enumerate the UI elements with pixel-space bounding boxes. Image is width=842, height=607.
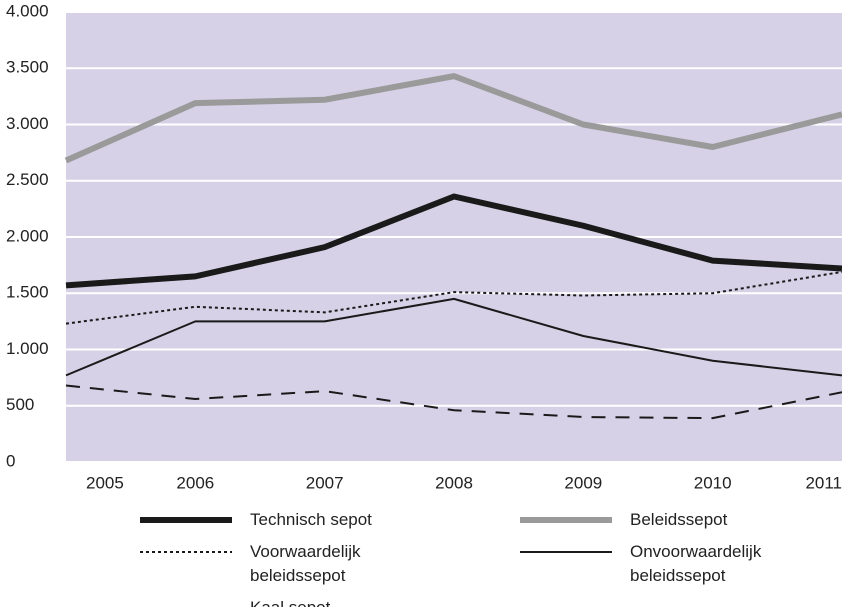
y-tick-label: 4.000 — [6, 1, 49, 20]
legend-item: Voorwaardelijk beleidssepot — [140, 540, 520, 588]
y-tick-label: 1.000 — [6, 339, 49, 358]
y-tick-label: 3.000 — [6, 114, 49, 133]
series-line — [65, 384, 842, 420]
legend-item: Kaal sepot — [140, 596, 520, 607]
legend-item: Technisch sepot — [140, 508, 520, 532]
x-tick-label: 2005 — [86, 473, 124, 492]
y-tick-label: 0 — [6, 451, 15, 470]
legend-label: Technisch sepot — [250, 510, 372, 529]
legend-swatch — [140, 600, 232, 607]
x-tick-label: 2010 — [694, 473, 732, 492]
legend-label: Onvoorwaardelijk beleidssepot — [630, 542, 762, 585]
legend-swatch — [140, 551, 232, 553]
series-line — [64, 73, 842, 164]
x-tick-label: 2011 — [805, 473, 842, 492]
legend-item: Onvoorwaardelijk beleidssepot — [520, 540, 820, 588]
legend-swatch — [140, 517, 232, 523]
legend-item: Beleidssepot — [520, 508, 820, 532]
legend-label: Beleidssepot — [630, 510, 728, 529]
legend-label: Kaal sepot — [250, 596, 425, 607]
legend-label: Voorwaardelijk beleidssepot — [250, 542, 361, 585]
y-tick-label: 2.500 — [6, 170, 49, 189]
y-tick-label: 3.500 — [6, 58, 49, 77]
y-tick-label: 500 — [6, 395, 34, 414]
legend-swatch — [520, 517, 612, 523]
x-tick-label: 2009 — [564, 473, 602, 492]
chart: 0 500 1.000 1.500 2.000 2.500 3.000 3.500 4.000 2… — [6, 1, 842, 492]
series-line — [65, 297, 842, 377]
y-tick-label: 1.500 — [6, 283, 49, 302]
y-tick-label: 2.000 — [6, 226, 49, 245]
x-tick-label: 2008 — [435, 473, 473, 492]
legend-swatch — [520, 551, 612, 553]
x-tick-label: 2006 — [176, 473, 214, 492]
series-line — [65, 193, 842, 289]
series-line — [65, 270, 842, 325]
x-tick-label: 2007 — [306, 473, 344, 492]
legend: Technisch sepot Beleidssepot Voorwaardelij… — [140, 508, 820, 607]
